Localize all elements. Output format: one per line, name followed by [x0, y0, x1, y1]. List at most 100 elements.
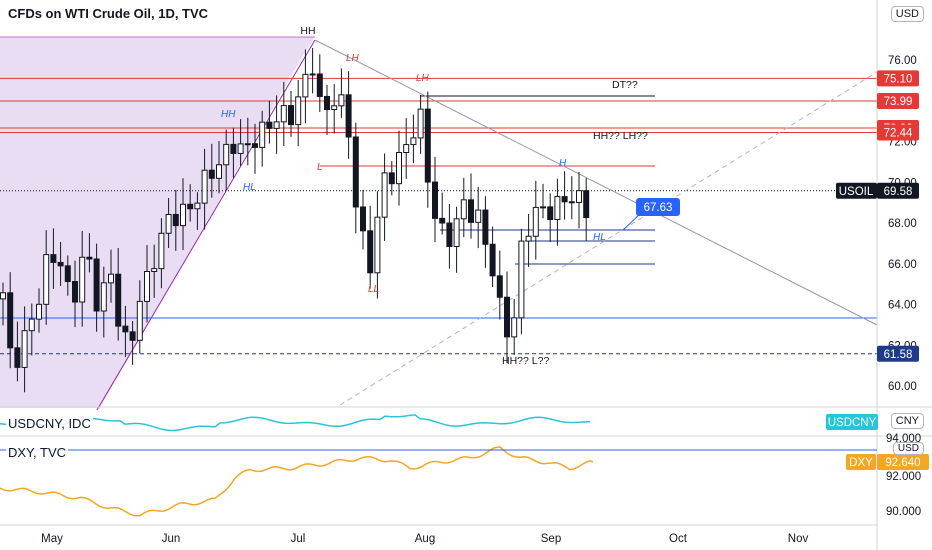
candle [532, 180, 539, 260]
dxy-currency-badge[interactable]: USD [892, 442, 924, 455]
candle-body-up [151, 268, 158, 272]
dxy-tag-label: DXY [849, 457, 873, 469]
candle-body-up [453, 218, 460, 247]
candle-body-down [86, 256, 93, 260]
candle-body-up [518, 240, 525, 319]
candle-body-up [259, 121, 266, 148]
candle [568, 176, 575, 220]
candle [273, 95, 280, 154]
candle [28, 303, 35, 356]
candle-body-up [237, 143, 244, 154]
candle-body-up [180, 203, 186, 227]
candle [432, 156, 438, 243]
candle-body-up [511, 317, 518, 338]
candle [100, 266, 107, 338]
candle-body-up [144, 270, 150, 302]
candle [180, 178, 186, 251]
x-tick-label: Nov [788, 533, 809, 545]
candle-body-down [64, 265, 71, 283]
candle-body-up [576, 190, 582, 203]
candle-body-down [324, 95, 330, 110]
x-tick-label: Jun [162, 533, 181, 545]
candle-body-down [432, 181, 438, 219]
candle [360, 189, 366, 250]
candle [57, 241, 64, 286]
candle [446, 203, 453, 269]
candle [583, 178, 590, 241]
candle [244, 117, 251, 166]
candle [345, 71, 352, 159]
candle [50, 228, 57, 289]
candle [259, 110, 266, 167]
usdcny-currency-badge[interactable]: CNY [890, 413, 924, 429]
candle [417, 95, 424, 154]
candle-body-up [136, 300, 143, 341]
callout-value: 67.63 [644, 202, 673, 214]
candle [187, 184, 194, 222]
candle [561, 171, 568, 220]
candle-body-down [187, 203, 194, 210]
candle [381, 153, 388, 242]
candle [86, 233, 93, 273]
candle-body-up [338, 94, 345, 107]
y-tick-label: 66.00 [888, 259, 917, 271]
candle [331, 84, 338, 134]
price-tag-value: 75.10 [884, 73, 913, 85]
candle [136, 280, 143, 354]
x-tick-label: Oct [669, 533, 688, 545]
currency-badge[interactable]: USD [890, 6, 924, 22]
price-tag [877, 345, 919, 362]
candle-body-up [396, 151, 402, 185]
x-tick-label: Aug [415, 533, 435, 545]
annotation-label: HL [243, 182, 256, 193]
candle-body-up [554, 196, 561, 221]
candle [309, 48, 316, 94]
dxy-pane-title: DXY, TVC [6, 445, 69, 460]
candle-body-up [100, 282, 107, 312]
candle-body-up [417, 108, 424, 139]
candle-body-up [108, 273, 114, 284]
candle [316, 54, 323, 112]
candle-body-down [122, 325, 129, 333]
candle [64, 255, 71, 296]
candle-body-down [266, 121, 273, 129]
candle-body-down [115, 273, 122, 327]
candle [165, 198, 172, 248]
candle [122, 305, 129, 357]
candle-body-down [252, 143, 258, 148]
candle [43, 230, 50, 325]
candle-body-up [79, 256, 86, 303]
candle [352, 122, 359, 234]
candle-body-down [93, 258, 100, 312]
candle [72, 260, 78, 328]
x-tick-label: Sep [541, 533, 561, 545]
descending-trendline [314, 39, 878, 326]
annotation-label: LH [416, 73, 430, 84]
candle [518, 228, 525, 335]
candle [453, 206, 460, 273]
candle [21, 306, 28, 393]
candle-body-down [482, 209, 489, 245]
candle-body-down [57, 261, 64, 267]
candle [424, 91, 431, 208]
price-tag-value: 73.99 [884, 96, 913, 108]
usdcny-series-line [0, 414, 591, 432]
candle-body-down [547, 206, 554, 221]
annotation-label: LH [346, 53, 360, 64]
candle-body-up [460, 199, 467, 220]
candle [482, 196, 489, 268]
last-price-tag [877, 182, 919, 199]
annotation-label: H [559, 158, 567, 169]
candle-body-up [331, 105, 338, 110]
candle [115, 248, 122, 341]
candle-body-down [568, 201, 575, 204]
usdcny-pane-title: USDCNY, IDC [6, 416, 93, 431]
candle-body-down [50, 254, 57, 263]
dxy-y-tick-label: 92.000 [886, 471, 921, 483]
candle-body-up [374, 216, 381, 274]
candle [439, 192, 446, 235]
candle [460, 177, 467, 238]
annotation-label: HH [300, 25, 315, 37]
candle-body-up [302, 73, 309, 98]
